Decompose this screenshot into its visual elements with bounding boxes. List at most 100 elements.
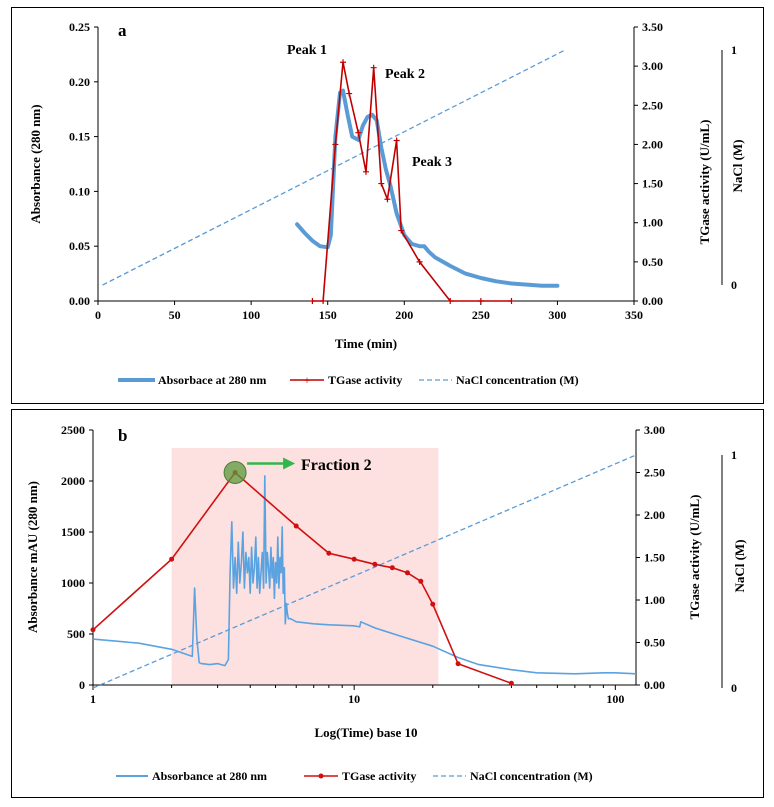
b-y-tick-label: 1500: [61, 525, 85, 539]
panel-b-xlabel: Log(Time) base 10: [314, 725, 417, 740]
b-tgase-point: [508, 680, 514, 686]
panel-b-ylabel: Absorbance mAU (280 nm): [25, 481, 40, 633]
a-y2-tick-label: 0.50: [642, 255, 663, 269]
panel-a-ylabel: Absorbance (280 nm): [28, 104, 43, 223]
b-y2-tick-label: 2.50: [644, 466, 665, 480]
a-tgase-point: [346, 90, 353, 97]
a-tgase-point: [393, 137, 400, 144]
b-tgase-point: [455, 661, 461, 667]
b-x-tick-label: 10: [348, 692, 360, 706]
panel-a-legend: Absorbace at 280 nm + TGase activity NaC…: [118, 373, 579, 387]
a-y2-tick-label: 2.00: [642, 137, 663, 151]
a-tgase-point: [384, 196, 391, 203]
a-y2-tick-label: 2.50: [642, 98, 663, 112]
a-tgase-point: [340, 59, 347, 66]
panel-a-y3label: NaCl (M): [730, 139, 745, 192]
a-tgase-point: [370, 64, 377, 71]
b-y2-tick-label: 1.50: [644, 551, 665, 565]
peak1-annotation: Peak 1: [287, 43, 327, 58]
panel-a-xlabel: Time (min): [335, 336, 397, 351]
b-tgase-point: [404, 570, 410, 576]
legend-b-tgase-marker: [318, 773, 324, 779]
panel-b-y3label: NaCl (M): [732, 539, 747, 592]
b-y2-tick-label: 3.00: [644, 423, 665, 437]
a-y2-tick-label: 3.00: [642, 59, 663, 73]
panel-a-y2label: TGase activity (U/mL): [697, 120, 712, 245]
legend-b-absorbance: Absorbance at 280 nm: [152, 769, 267, 783]
b-tgase-point: [293, 523, 299, 529]
a-y-tick-label: 0.15: [69, 130, 90, 144]
a-y3-tick-label: 0: [731, 278, 737, 292]
b-y3-tick-label: 1: [731, 448, 737, 462]
a-y-tick-label: 0.20: [69, 75, 90, 89]
a-tgase-point: [447, 298, 454, 304]
a-tgase-point: [416, 258, 423, 265]
panel-b-legend: Absorbance at 280 nm TGase activity NaCl…: [116, 769, 593, 783]
b-y-tick-label: 1000: [61, 576, 85, 590]
a-absorbance-line: [295, 88, 560, 288]
b-y2-tick-label: 0.50: [644, 636, 665, 650]
b-y2-tick-label: 2.00: [644, 508, 665, 522]
a-y3-tick-label: 1: [731, 43, 737, 57]
b-y-tick-label: 2000: [61, 474, 85, 488]
a-y2-tick-label: 1.50: [642, 177, 663, 191]
a-tgase-line: [312, 62, 512, 302]
panel-b-y2label: TGase activity (U/mL): [687, 495, 702, 620]
a-x-tick-label: 100: [242, 308, 260, 322]
panel-b: 1 10 100050010001500200025000.000.501.001.…: [25, 423, 747, 783]
a-y-tick-label: 0.10: [69, 184, 90, 198]
b-absorbance-line: [92, 475, 637, 675]
b-shaded-region: [171, 448, 439, 685]
legend-a-nacl: NaCl concentration (M): [456, 373, 579, 387]
a-tgase-point: [320, 298, 327, 304]
b-y-tick-label: 500: [67, 627, 85, 641]
b-tgase-point: [418, 578, 424, 584]
fraction2-marker: [223, 461, 247, 484]
b-x-tick-label: 100: [606, 692, 624, 706]
b-tgase-point: [372, 561, 378, 567]
peak3-annotation: Peak 3: [412, 155, 452, 170]
panel-a: a 0 50 100 150 200 250 300 3500.000.050.100.150…: [28, 20, 745, 387]
b-nacl-line: [92, 454, 637, 689]
a-y-tick-label: 0.05: [69, 239, 90, 253]
b-x-tick-label: 1: [90, 692, 96, 706]
a-tgase-point: [398, 227, 405, 234]
b-tgase-point: [389, 565, 395, 571]
peak2-annotation: Peak 2: [385, 67, 425, 82]
a-tgase-point: [378, 180, 385, 187]
panel-a-frame: [11, 7, 764, 404]
a-tgase-point: [355, 129, 362, 136]
b-tgase-point: [90, 627, 96, 633]
a-x-tick-label: 0: [95, 308, 101, 322]
a-x-tick-label: 350: [625, 308, 643, 322]
legend-a-absorbance: Absorbace at 280 nm: [158, 373, 266, 387]
b-y3-tick-label: 0: [731, 681, 737, 695]
a-tgase-point: [477, 298, 484, 304]
panel-a-plot: 0 50 100 150 200 250 300 3500.000.050.100.150.2…: [69, 20, 737, 322]
a-tgase-point: [363, 168, 369, 175]
a-y2-tick-label: 0.00: [642, 294, 663, 308]
a-x-tick-label: 200: [395, 308, 413, 322]
legend-b-tgase: TGase activity: [342, 769, 416, 783]
a-x-tick-label: 150: [319, 308, 337, 322]
b-y-tick-label: 0: [79, 678, 85, 692]
a-tgase-point: [508, 298, 515, 304]
b-y2-tick-label: 0.00: [644, 678, 665, 692]
b-y-tick-label: 2500: [61, 423, 85, 437]
panel-b-plot: 1 10 100050010001500200025000.000.501.001.…: [61, 423, 737, 706]
a-x-tick-label: 300: [548, 308, 566, 322]
a-y2-tick-label: 3.50: [642, 20, 663, 34]
a-tgase-point: [309, 298, 316, 304]
a-y-tick-label: 0.00: [69, 294, 90, 308]
legend-a-tgase: TGase activity: [328, 373, 402, 387]
b-y2-tick-label: 1.00: [644, 593, 665, 607]
b-tgase-point: [430, 601, 436, 607]
legend-a-tgase-marker: +: [304, 373, 311, 387]
fraction2-arrow-head: [283, 457, 296, 470]
legend-b-nacl: NaCl concentration (M): [470, 769, 593, 783]
b-tgase-point: [326, 550, 332, 556]
panel-b-frame: [11, 409, 764, 798]
panel-b-label: b: [118, 426, 127, 445]
a-y-tick-label: 0.25: [69, 20, 90, 34]
